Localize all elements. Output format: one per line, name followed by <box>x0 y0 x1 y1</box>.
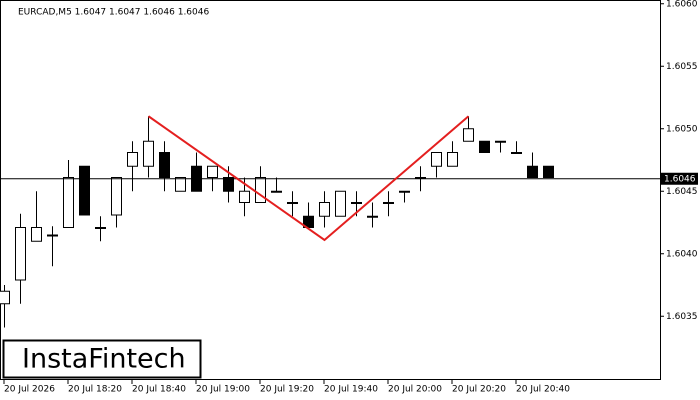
candle-body <box>207 165 218 178</box>
candle-body <box>367 215 378 218</box>
candle-body <box>15 227 26 281</box>
candle-body <box>255 177 266 203</box>
chart-title: EURCAD,M5 1.6047 1.6047 1.6046 1.6046 <box>18 8 209 18</box>
candle-body <box>431 152 442 167</box>
x-tick-label: 20 Jul 18:20 <box>68 385 122 395</box>
x-tick-label: 20 Jul 20:00 <box>388 385 442 395</box>
candle-body <box>111 177 122 216</box>
candle-body <box>79 165 90 216</box>
candle-body <box>319 202 330 217</box>
candle-body <box>495 140 506 143</box>
candle-body <box>479 140 490 153</box>
candle-body <box>31 227 42 242</box>
x-tick-label: 20 Jul 2026 <box>4 385 55 395</box>
candle-body <box>511 152 522 154</box>
x-tick-label: 20 Jul 19:40 <box>324 385 378 395</box>
y-tick-label: 1.6060 <box>666 0 698 9</box>
candle-body <box>287 202 298 204</box>
candle-body <box>271 190 282 193</box>
candle-body <box>335 190 346 217</box>
candle-body <box>127 152 138 167</box>
candle-body <box>143 140 154 167</box>
x-tick-label: 20 Jul 20:40 <box>516 385 570 395</box>
y-tick-label: 1.6035 <box>666 312 698 322</box>
candle-body <box>399 190 410 193</box>
y-tick-label: 1.6040 <box>666 249 698 259</box>
candle-body <box>95 227 106 229</box>
candle-body <box>47 234 58 237</box>
candle-body <box>351 202 362 204</box>
candle-body <box>383 202 394 204</box>
candle-body <box>159 152 170 178</box>
candle-body <box>543 165 554 178</box>
y-tick-label: 1.6050 <box>666 124 698 134</box>
candle-body <box>175 177 186 192</box>
y-tick-label: 1.6055 <box>666 62 698 72</box>
x-tick-label: 20 Jul 20:20 <box>452 385 506 395</box>
current-price-label: 1.6046 <box>664 174 696 184</box>
candle-body <box>463 128 474 142</box>
x-tick-label: 20 Jul 19:20 <box>260 385 314 395</box>
candle-body <box>527 165 538 178</box>
x-tick-label: 20 Jul 18:40 <box>132 385 186 395</box>
candle-body <box>447 152 458 167</box>
candle-body <box>239 190 250 203</box>
x-tick-label: 20 Jul 19:00 <box>196 385 250 395</box>
candle-body <box>63 177 74 228</box>
candle-body <box>223 177 234 192</box>
candle-body <box>0 290 10 305</box>
pattern-line <box>147 115 470 242</box>
current-price-box <box>660 172 698 185</box>
logo: InstaFintech <box>22 344 186 375</box>
candle-body <box>303 215 314 228</box>
logo-box <box>2 339 202 379</box>
plot-frame <box>0 0 661 380</box>
y-tick-label: 1.6045 <box>666 187 698 197</box>
